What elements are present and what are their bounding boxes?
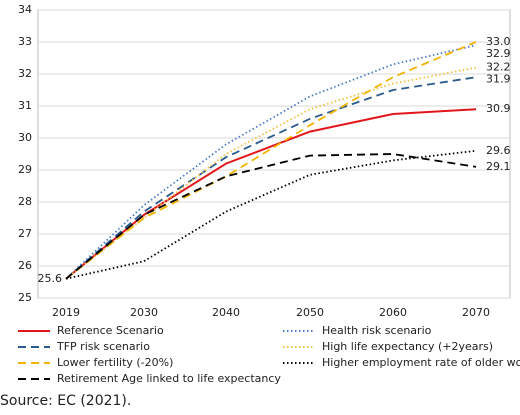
legend-label: Lower fertility (-20%) bbox=[57, 356, 173, 369]
legend-label: Health risk scenario bbox=[322, 324, 432, 337]
value-label: 30.9 bbox=[486, 102, 511, 115]
y-tick-label: 31 bbox=[18, 99, 32, 112]
value-label: 32.2 bbox=[486, 61, 511, 74]
legend-label: Reference Scenario bbox=[57, 324, 164, 337]
value-label: 29.6 bbox=[486, 144, 511, 157]
y-tick-label: 25 bbox=[18, 291, 32, 304]
y-tick-label: 32 bbox=[18, 67, 32, 80]
value-label: 31.9 bbox=[486, 73, 511, 86]
series-line bbox=[65, 41, 477, 280]
y-tick-label: 28 bbox=[18, 195, 32, 208]
x-tick-label: 2060 bbox=[379, 306, 407, 319]
value-label: 32.9 bbox=[486, 47, 511, 60]
y-tick-label: 34 bbox=[18, 3, 32, 16]
x-tick-label: 2070 bbox=[462, 306, 490, 319]
value-label: 29.1 bbox=[486, 160, 511, 173]
legend-label: Retirement Age linked to life expectancy bbox=[57, 372, 281, 385]
x-tick-label: 2019 bbox=[52, 306, 80, 319]
legend-label: TFP risk scenario bbox=[56, 340, 150, 353]
x-tick-label: 2040 bbox=[212, 306, 240, 319]
y-tick-label: 27 bbox=[18, 227, 32, 240]
series-line bbox=[65, 76, 477, 280]
value-label: 25.6 bbox=[38, 272, 63, 285]
legend-label: Higher employment rate of older workers bbox=[322, 356, 520, 369]
series-line bbox=[65, 153, 477, 280]
y-tick-label: 33 bbox=[18, 35, 32, 48]
plot-frame bbox=[37, 9, 511, 299]
series-line bbox=[65, 66, 477, 280]
x-tick-label: 2050 bbox=[296, 306, 324, 319]
x-tick-label: 2030 bbox=[130, 306, 158, 319]
series-line bbox=[65, 44, 477, 280]
value-label: 33.0 bbox=[486, 35, 511, 48]
y-tick-label: 26 bbox=[18, 259, 32, 272]
y-tick-label: 29 bbox=[18, 163, 32, 176]
legend-label: High life expectancy (+2years) bbox=[322, 340, 493, 353]
series-line bbox=[65, 108, 477, 280]
source-note: Source: EC (2021). bbox=[0, 393, 131, 409]
y-tick-label: 30 bbox=[18, 131, 32, 144]
